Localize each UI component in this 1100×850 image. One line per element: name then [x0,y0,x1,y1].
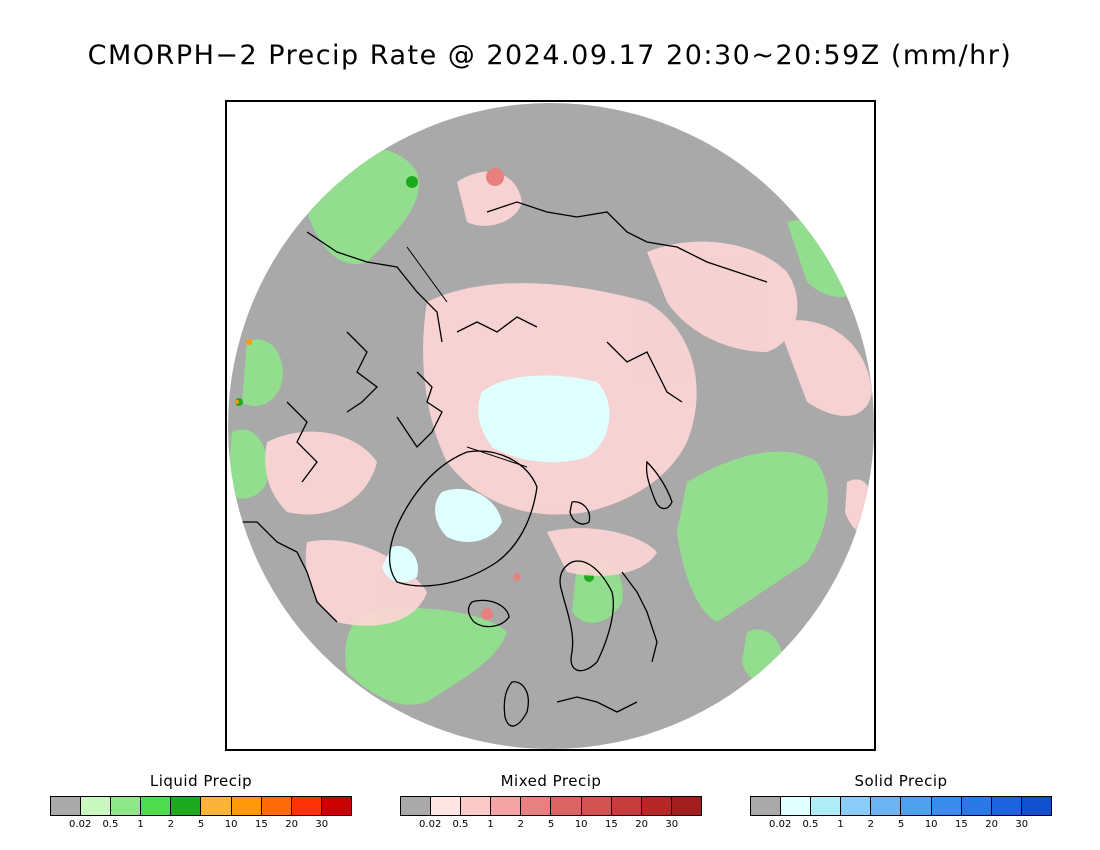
legend-tick-label: 30 [315,819,329,830]
legend-tick-label: 20 [635,819,648,830]
legend-swatch [111,797,142,815]
legend-title: Liquid Precip [149,772,253,790]
legend-swatch [51,797,82,815]
legend-tick-label: 15 [605,819,618,830]
legend-tick-label: 10 [224,819,238,830]
legend-swatch [141,797,172,815]
legend-swatch [901,797,932,815]
legend-tick-label: 0.02 [69,819,92,830]
legend-tick-label: 0.5 [452,819,469,830]
legend-swatch [491,797,522,815]
legend-swatch [751,797,782,815]
legend-tick-label: 30 [665,819,679,830]
legend-tick-label: 5 [197,819,205,830]
map-title: CMORPH−2 Precip Rate @ 2024.09.17 20:30~… [87,40,1013,71]
legend-tick-label: 0.5 [802,819,819,830]
legend-swatch [641,797,672,815]
solid-precip-areas [382,375,610,583]
legend-solid: Solid Precip 0.02 0.5 1 2 5 10 15 20 30 [750,772,1052,830]
legend-swatch [401,797,432,815]
precip-map[interactable] [225,100,876,751]
legend-swatch [781,797,812,815]
legend-swatch [171,797,202,815]
color-bar [750,796,1052,816]
legend-swatch [961,797,992,815]
legend-swatch [201,797,232,815]
legend-tick-label: 1 [837,819,844,830]
legend-swatch [991,797,1022,815]
legend-swatch [231,797,262,815]
legend-tick-label: 0.5 [102,819,119,830]
legend-title: Solid Precip [854,772,948,790]
legend-swatch [611,797,642,815]
legend-swatch [551,797,582,815]
legend-tick-label: 2 [867,819,874,830]
legend-swatch [521,797,552,815]
mixed-precip-heavy [481,168,521,620]
tick-labels: 0.02 0.5 1 2 5 10 15 20 30 [750,816,1052,830]
legend-tick-label: 1 [137,819,144,830]
legend-swatch [671,797,701,815]
legend-tick-label: 20 [985,819,998,830]
prime-meridian [466,446,528,468]
legend-tick-label: 20 [285,819,298,830]
legend-tick-label: 0.02 [769,819,792,830]
legend-mixed: Mixed Precip 0.02 0.5 1 2 5 10 15 20 30 [400,772,702,830]
tick-labels: 0.02 0.5 1 2 5 10 15 20 30 [50,816,352,830]
color-bar [400,796,702,816]
legend-swatch [431,797,462,815]
legend-swatch [811,797,842,815]
legend-swatch [81,797,112,815]
legend-tick-label: 5 [897,819,905,830]
legend-swatch [871,797,902,815]
legend-swatch [261,797,292,815]
legend-swatch [461,797,492,815]
mixed-precip-areas [265,171,874,626]
legend-swatch [841,797,872,815]
legend-liquid: Liquid Precip 0.02 0.5 1 2 5 10 15 20 30 [50,772,352,830]
coastlines [228,201,768,727]
legend-tick-label: 0.02 [419,819,442,830]
legend-swatch [581,797,612,815]
legend-tick-label: 10 [574,819,588,830]
legend-tick-label: 15 [255,819,268,830]
legend-swatch [321,797,351,815]
legend-title: Mixed Precip [500,772,602,790]
legend-swatch [931,797,962,815]
legend-swatch [291,797,322,815]
legend-tick-label: 2 [517,819,524,830]
legend-tick-label: 1 [487,819,494,830]
legend-tick-label: 30 [1015,819,1029,830]
polar-map-svg [228,103,874,749]
legend-tick-label: 15 [955,819,968,830]
legend-tick-label: 2 [167,819,174,830]
color-bar [50,796,352,816]
liquid-precip-intense [235,339,252,404]
dateline [406,246,448,303]
legend-tick-label: 5 [547,819,555,830]
legend-swatch [1021,797,1051,815]
legend-tick-label: 10 [924,819,938,830]
tick-labels: 0.02 0.5 1 2 5 10 15 20 30 [400,816,702,830]
